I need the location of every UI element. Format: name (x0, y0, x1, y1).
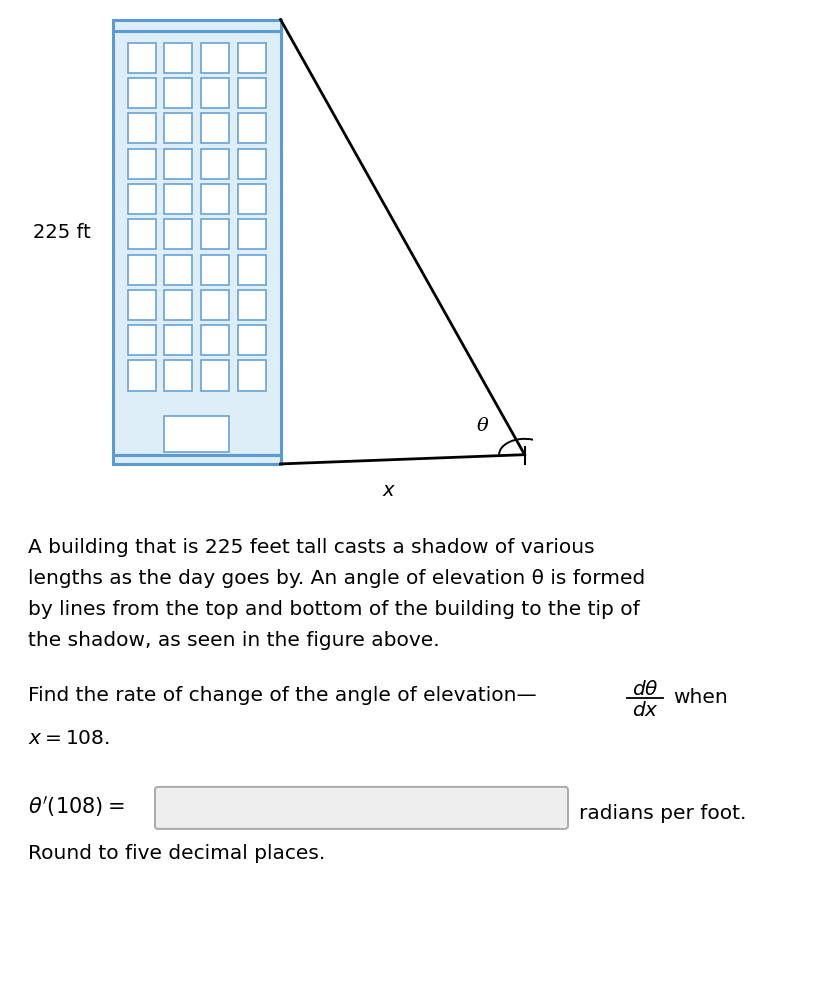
Bar (237, 148, 265, 179)
Bar (237, 78, 265, 108)
Bar (237, 184, 265, 214)
Bar (127, 148, 155, 179)
Bar (201, 361, 229, 390)
Bar (201, 255, 229, 285)
Bar (164, 255, 192, 285)
Bar (164, 361, 192, 390)
Bar (201, 78, 229, 108)
Text: θ: θ (476, 417, 488, 436)
Text: $d\theta$: $d\theta$ (631, 680, 657, 699)
Text: 225 ft: 225 ft (33, 223, 91, 242)
Bar (164, 416, 229, 453)
Bar (237, 255, 265, 285)
Text: A building that is 225 feet tall casts a shadow of various: A building that is 225 feet tall casts a… (28, 537, 594, 557)
Bar (201, 184, 229, 214)
Bar (201, 219, 229, 249)
Bar (127, 289, 155, 320)
Bar (164, 325, 192, 356)
Text: radians per foot.: radians per foot. (578, 804, 745, 823)
Bar (237, 42, 265, 73)
Text: the shadow, as seen in the figure above.: the shadow, as seen in the figure above. (28, 630, 439, 650)
Bar (201, 289, 229, 320)
Text: $dx$: $dx$ (631, 700, 657, 719)
Bar (164, 42, 192, 73)
Bar (201, 114, 229, 143)
Text: $\theta'(108) =$: $\theta'(108) =$ (28, 794, 124, 819)
Bar (201, 42, 229, 73)
Bar (127, 42, 155, 73)
Bar (164, 184, 192, 214)
Bar (112, 454, 280, 464)
Bar (164, 289, 192, 320)
Bar (164, 219, 192, 249)
Bar (201, 325, 229, 356)
Text: x: x (382, 481, 394, 500)
Bar (201, 148, 229, 179)
Bar (127, 255, 155, 285)
Bar (164, 114, 192, 143)
Bar (164, 78, 192, 108)
Bar (127, 361, 155, 390)
Text: when: when (672, 688, 727, 706)
Bar (164, 148, 192, 179)
Bar (127, 219, 155, 249)
Bar (237, 114, 265, 143)
Text: lengths as the day goes by. An angle of elevation θ is formed: lengths as the day goes by. An angle of … (28, 569, 644, 588)
Text: Round to five decimal places.: Round to five decimal places. (28, 844, 325, 863)
Text: by lines from the top and bottom of the building to the tip of: by lines from the top and bottom of the … (28, 600, 639, 618)
Text: Find the rate of change of the angle of elevation—: Find the rate of change of the angle of … (28, 686, 536, 704)
Bar (127, 325, 155, 356)
Bar (112, 31, 280, 454)
Bar (112, 20, 280, 31)
Bar (237, 361, 265, 390)
Bar (237, 219, 265, 249)
FancyBboxPatch shape (155, 786, 567, 829)
Bar (237, 289, 265, 320)
Text: $x = 108.$: $x = 108.$ (28, 729, 110, 748)
Bar (127, 114, 155, 143)
Bar (127, 78, 155, 108)
Bar (127, 184, 155, 214)
Bar (237, 325, 265, 356)
